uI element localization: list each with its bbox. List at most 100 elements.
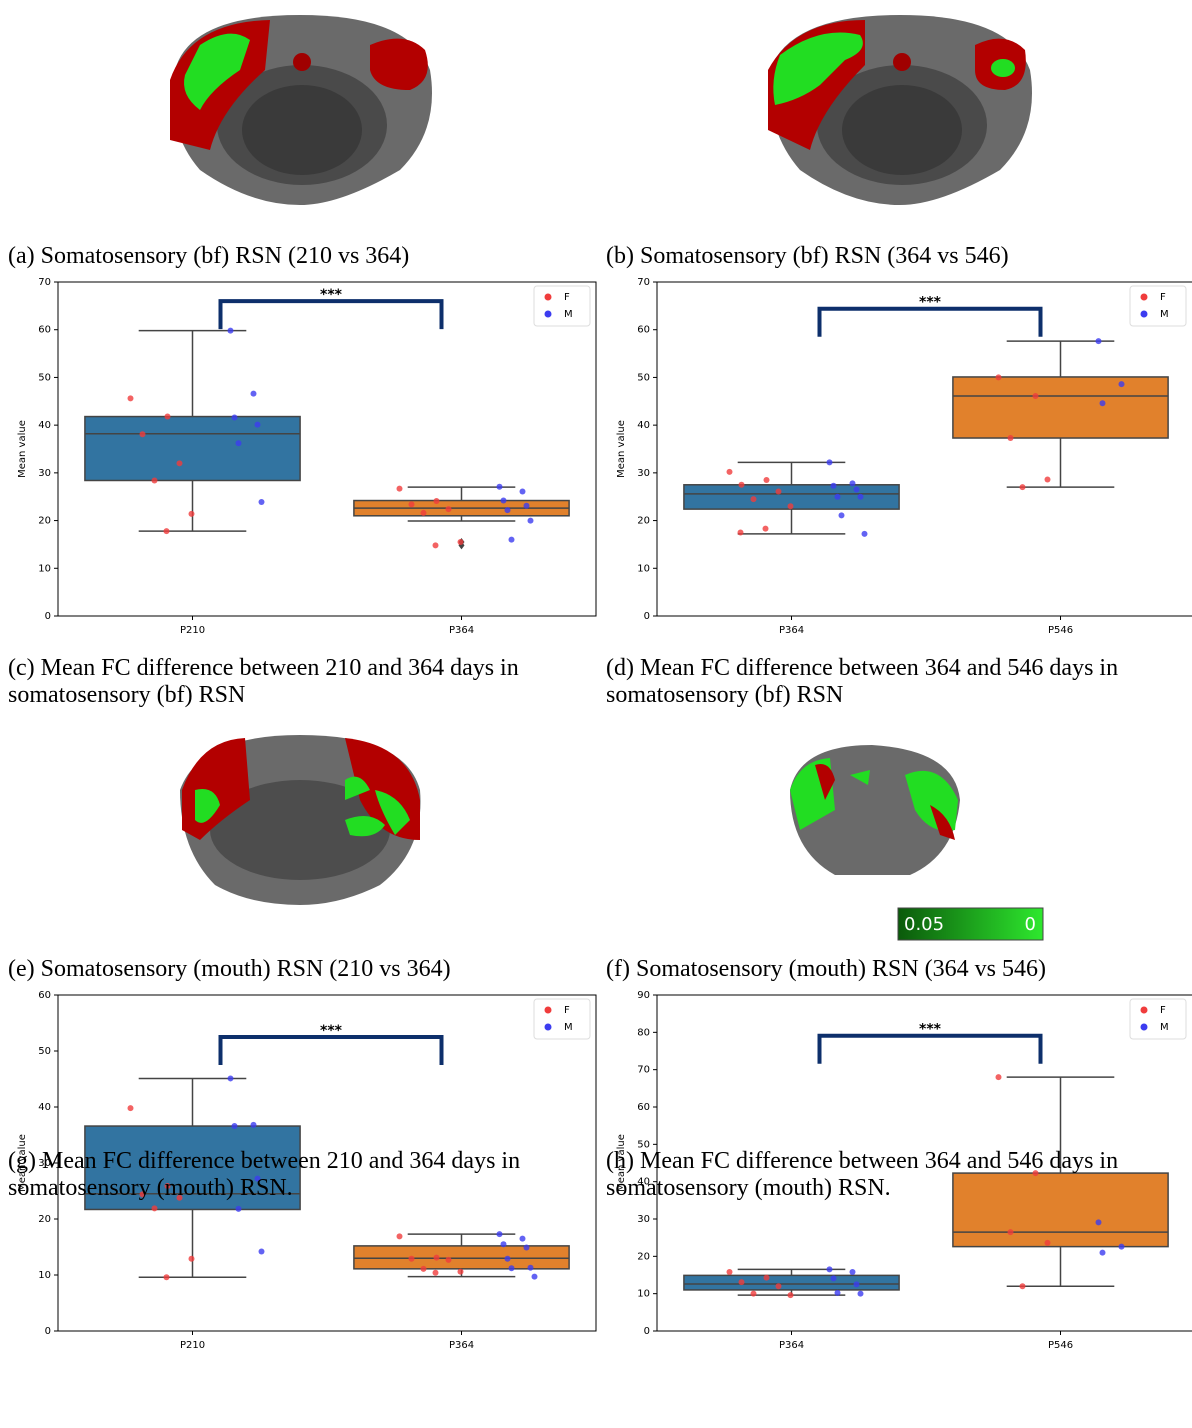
y-tick-label: 10 [637, 1289, 650, 1300]
data-point [764, 477, 770, 483]
data-point [751, 496, 757, 502]
data-point [409, 501, 415, 507]
data-point [501, 498, 507, 504]
data-point [458, 539, 464, 545]
data-point [1033, 393, 1039, 399]
y-tick-label: 50 [38, 372, 51, 383]
data-point [421, 510, 427, 516]
legend-marker [545, 1007, 552, 1014]
data-point [434, 498, 440, 504]
data-point [509, 537, 515, 543]
y-tick-label: 60 [637, 325, 650, 336]
y-tick-label: 40 [38, 420, 51, 431]
data-point [996, 1074, 1002, 1080]
data-point [1045, 1240, 1051, 1246]
significance-bracket [820, 1036, 1041, 1064]
legend-label: M [564, 1022, 573, 1033]
significance-bracket [221, 1037, 442, 1065]
data-point [446, 506, 452, 512]
y-tick-label: 30 [38, 468, 51, 479]
legend-box [534, 286, 590, 326]
caption: (e) Somatosensory (mouth) RSN (210 vs 36… [8, 956, 608, 983]
data-point [854, 487, 860, 493]
caption: (c) Mean FC difference between 210 and 3… [8, 655, 608, 709]
brain-image [768, 15, 1032, 205]
brain-image [790, 745, 960, 875]
y-tick-label: 0 [644, 1326, 650, 1337]
data-point [850, 480, 856, 486]
data-point [763, 526, 769, 532]
data-point [528, 518, 534, 524]
axes-frame [657, 282, 1192, 616]
data-point [128, 395, 134, 401]
data-point [446, 1257, 452, 1263]
data-point [1008, 435, 1014, 441]
data-point [1008, 1229, 1014, 1235]
data-point [835, 494, 841, 500]
data-point [1100, 1250, 1106, 1256]
box [684, 1275, 899, 1290]
x-tick-label: P364 [779, 1340, 804, 1351]
data-point [433, 542, 439, 548]
data-point [1100, 400, 1106, 406]
data-point [858, 494, 864, 500]
box [354, 1246, 569, 1269]
data-point [251, 1122, 257, 1128]
data-point [164, 528, 170, 534]
data-point [528, 1265, 534, 1271]
figure: 0.05 0 010203040506070Mean valueP210P364… [0, 0, 1192, 1428]
data-point [1119, 1244, 1125, 1250]
legend-label: M [1160, 1022, 1169, 1033]
data-point [1020, 1283, 1026, 1289]
data-point [727, 469, 733, 475]
x-tick-label: P364 [449, 1340, 474, 1351]
data-point [776, 488, 782, 494]
data-point [1119, 381, 1125, 387]
data-point [739, 482, 745, 488]
y-tick-label: 40 [38, 1102, 51, 1113]
brain-image [170, 15, 432, 205]
legend-marker [545, 294, 552, 301]
colorbar-label: 0 [1025, 914, 1036, 935]
data-point [228, 328, 234, 334]
data-point [497, 1231, 503, 1237]
legend-marker [1141, 294, 1148, 301]
significance-bracket [221, 301, 442, 329]
significance-label: *** [919, 295, 942, 311]
y-tick-label: 30 [637, 468, 650, 479]
caption: (h) Mean FC difference between 364 and 5… [606, 1148, 1192, 1202]
data-point [858, 1291, 864, 1297]
y-tick-label: 20 [38, 1214, 51, 1225]
data-point [831, 1275, 837, 1281]
data-point [520, 488, 526, 494]
y-tick-label: 0 [644, 611, 650, 622]
y-tick-label: 80 [637, 1027, 650, 1038]
data-point [738, 530, 744, 536]
data-point [827, 459, 833, 465]
data-point [189, 1256, 195, 1262]
data-point [152, 1205, 158, 1211]
caption: (g) Mean FC difference between 210 and 3… [8, 1148, 608, 1202]
y-tick-label: 70 [637, 1065, 650, 1076]
x-tick-label: P210 [180, 625, 205, 636]
caption: (b) Somatosensory (bf) RSN (364 vs 546) [606, 243, 1192, 270]
data-point [228, 1075, 234, 1081]
legend-marker [545, 1024, 552, 1031]
data-point [1096, 338, 1102, 344]
data-point [524, 1245, 530, 1251]
data-point [164, 1274, 170, 1280]
data-point [996, 374, 1002, 380]
y-tick-label: 70 [38, 277, 51, 288]
legend-marker [1141, 311, 1148, 318]
y-tick-label: 40 [637, 420, 650, 431]
data-point [524, 503, 530, 509]
data-point [1020, 484, 1026, 490]
y-axis-label: Mean value [616, 420, 627, 478]
y-tick-label: 30 [637, 1214, 650, 1225]
legend-label: F [1160, 292, 1166, 303]
legend-label: F [1160, 1005, 1166, 1016]
data-point [251, 391, 257, 397]
data-point [236, 1206, 242, 1212]
data-point [458, 1269, 464, 1275]
caption: (a) Somatosensory (bf) RSN (210 vs 364) [8, 243, 608, 270]
